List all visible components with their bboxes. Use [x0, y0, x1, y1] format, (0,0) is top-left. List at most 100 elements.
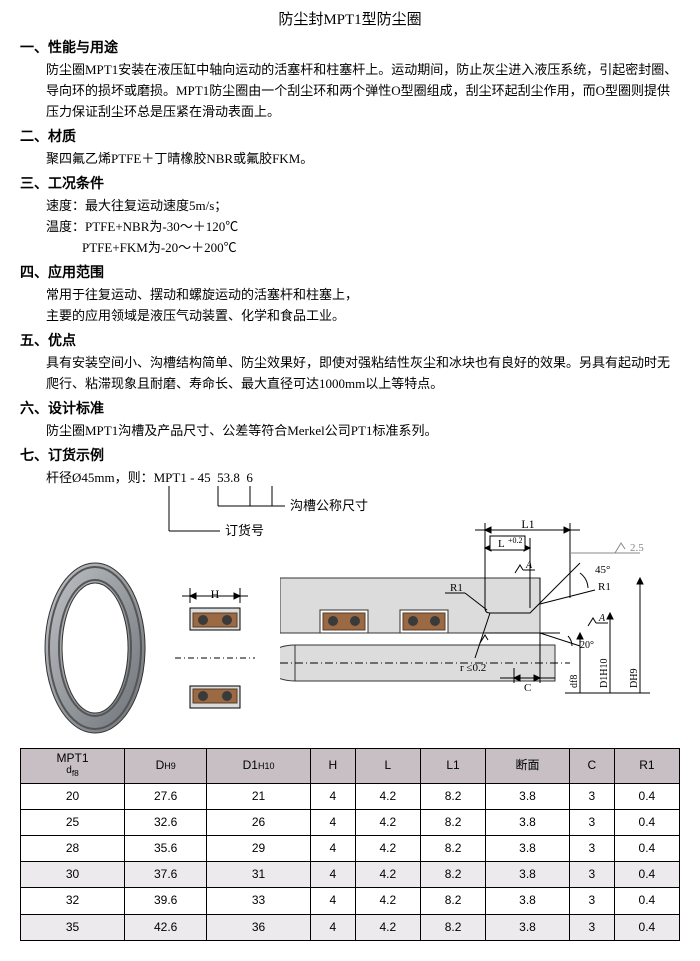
table-cell: 0.4	[614, 888, 679, 914]
table-cell: 4.2	[355, 888, 420, 914]
svg-text:R1: R1	[450, 582, 463, 594]
table-cell: 4.2	[355, 914, 420, 940]
table-cell: 0.4	[614, 783, 679, 809]
svg-text:L: L	[498, 538, 505, 550]
sec2-body: 聚四氟乙烯PTFE＋丁晴橡胶NBR或氟胶FKM。	[20, 149, 680, 170]
table-cell: 3	[569, 836, 614, 862]
th-5: L1	[420, 749, 485, 783]
table-cell: 39.6	[125, 888, 207, 914]
table-cell: 3	[569, 862, 614, 888]
svg-text:C: C	[524, 682, 531, 694]
svg-text:H: H	[211, 587, 220, 601]
sec3-head: 三、工况条件	[20, 174, 680, 196]
th-7: C	[569, 749, 614, 783]
table-cell: 8.2	[420, 809, 485, 835]
sec7-head: 七、订货示例	[20, 446, 680, 468]
svg-text:45°: 45°	[595, 564, 610, 576]
table-cell: 28	[21, 836, 125, 862]
table-row: 3542.63644.28.23.830.4	[21, 914, 680, 940]
sec5-body: 具有安装空间小、沟槽结构简单、防尘效果好，即使对强粘结性灰尘和冰块也有良好的效果…	[20, 353, 680, 395]
sec4-head: 四、应用范围	[20, 263, 680, 285]
table-cell: 30	[21, 862, 125, 888]
sec5-head: 五、优点	[20, 331, 680, 353]
table-cell: 0.4	[614, 862, 679, 888]
table-cell: 0.4	[614, 914, 679, 940]
svg-text:L1: L1	[521, 518, 534, 531]
table-cell: 36	[207, 914, 311, 940]
svg-text:+0.2: +0.2	[508, 536, 523, 545]
table-cell: 8.2	[420, 914, 485, 940]
th-6: 断面	[486, 749, 570, 783]
table-cell: 4	[310, 914, 355, 940]
sec4-l2: 主要的应用领域是液压气动装置、化学和食品工业。	[20, 306, 680, 327]
table-cell: 3.8	[486, 862, 570, 888]
table-cell: 4	[310, 836, 355, 862]
table-cell: 26	[207, 809, 311, 835]
table-cell: 25	[21, 809, 125, 835]
table-cell: 8.2	[420, 862, 485, 888]
th-2: D1H10	[207, 749, 311, 783]
table-cell: 33	[207, 888, 311, 914]
svg-text:20°: 20°	[580, 640, 594, 651]
table-cell: 3.8	[486, 914, 570, 940]
table-cell: 37.6	[125, 862, 207, 888]
svg-text:R1: R1	[598, 581, 611, 593]
table-cell: 3.8	[486, 783, 570, 809]
th-0: MPT1df8	[21, 749, 125, 783]
th-8: R1	[614, 749, 679, 783]
sec1-head: 一、性能与用途	[20, 38, 680, 60]
table-cell: 32	[21, 888, 125, 914]
table-cell: 3.8	[486, 809, 570, 835]
table-cell: 35.6	[125, 836, 207, 862]
label-groove: 沟槽公称尺寸	[290, 498, 368, 513]
table-cell: 21	[207, 783, 311, 809]
table-cell: 42.6	[125, 914, 207, 940]
table-cell: 31	[207, 862, 311, 888]
dimension-table: MPT1df8 DH9 D1H10 H L L1 断面 C R1 2027.62…	[20, 748, 680, 941]
sec6-head: 六、设计标准	[20, 399, 680, 421]
svg-text:2.5: 2.5	[630, 542, 644, 554]
table-cell: 3	[569, 914, 614, 940]
table-cell: 8.2	[420, 783, 485, 809]
table-cell: 8.2	[420, 836, 485, 862]
table-header-row: MPT1df8 DH9 D1H10 H L L1 断面 C R1	[21, 749, 680, 783]
table-cell: 3	[569, 783, 614, 809]
table-row: 2532.62644.28.23.830.4	[21, 809, 680, 835]
svg-text:df8: df8	[569, 675, 580, 688]
svg-text:A: A	[598, 613, 606, 624]
table-cell: 4	[310, 862, 355, 888]
table-row: 2835.62944.28.23.830.4	[21, 836, 680, 862]
table-cell: 3	[569, 888, 614, 914]
svg-text:DH9: DH9	[629, 669, 640, 688]
th-4: L	[355, 749, 420, 783]
table-cell: 4.2	[355, 809, 420, 835]
table-cell: 20	[21, 783, 125, 809]
table-row: 2027.62144.28.23.830.4	[21, 783, 680, 809]
sec6-body: 防尘圈MPT1沟槽及产品尺寸、公差等符合Merkel公司PT1标准系列。	[20, 421, 680, 442]
assembly-drawing: L1 L +0.2 2.5 R1 R1 45° A	[280, 518, 680, 743]
diagram-area: H	[20, 518, 680, 738]
sec3-l1: 速度：最大往复运动速度5m/s；	[20, 196, 680, 217]
th-1: DH9	[125, 749, 207, 783]
svg-text:r ≤0.2: r ≤0.2	[460, 662, 486, 674]
table-cell: 4.2	[355, 836, 420, 862]
table-cell: 3.8	[486, 836, 570, 862]
table-cell: 27.6	[125, 783, 207, 809]
sec3-l2: 温度：PTFE+NBR为-30～＋120℃	[20, 217, 680, 238]
sec4-l1: 常用于往复运动、摆动和螺旋运动的活塞杆和柱塞上，	[20, 285, 680, 306]
table-cell: 0.4	[614, 809, 679, 835]
table-cell: 8.2	[420, 888, 485, 914]
ring-icon	[40, 558, 150, 738]
table-cell: 4.2	[355, 783, 420, 809]
table-row: 3037.63144.28.23.830.4	[21, 862, 680, 888]
table-cell: 35	[21, 914, 125, 940]
table-cell: 4	[310, 809, 355, 835]
table-cell: 32.6	[125, 809, 207, 835]
table-cell: 4.2	[355, 862, 420, 888]
sec3-l3: PTFE+FKM为-20～＋200℃	[20, 238, 680, 259]
sec2-head: 二、材质	[20, 127, 680, 149]
svg-text:A: A	[525, 560, 533, 571]
table-cell: 4	[310, 888, 355, 914]
table-cell: 4	[310, 783, 355, 809]
th-3: H	[310, 749, 355, 783]
